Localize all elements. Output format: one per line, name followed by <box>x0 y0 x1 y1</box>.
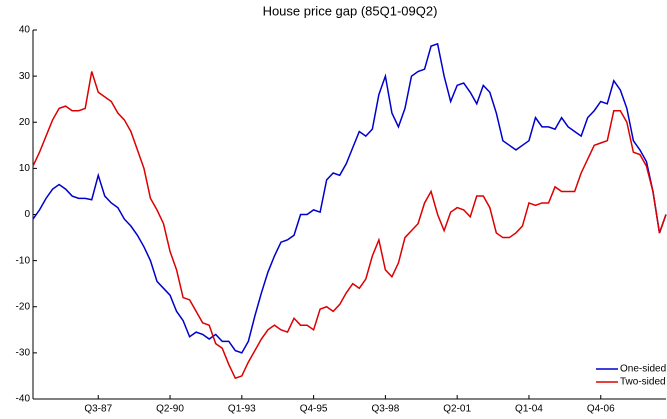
y-tick-label: -10 <box>16 255 31 266</box>
x-tick-label: Q3-87 <box>84 404 112 415</box>
series-line <box>32 71 667 380</box>
y-tick-label: -30 <box>16 348 31 359</box>
chart-title: House price gap (85Q1-09Q2) <box>263 3 438 18</box>
series-line <box>32 42 667 354</box>
x-tick-label: Q4-06 <box>587 404 615 415</box>
x-tick-label: Q4-95 <box>300 404 328 415</box>
y-tick-label: -20 <box>16 301 31 312</box>
x-tick-label: Q3-98 <box>371 404 399 415</box>
x-tick-label: Q1-93 <box>228 404 256 415</box>
y-tick-label: 20 <box>19 117 31 128</box>
legend-label: One-sided HP <box>620 364 667 375</box>
x-tick-label: Q1-04 <box>515 404 543 415</box>
y-tick-label: 10 <box>19 163 31 174</box>
y-tick-label: -40 <box>16 394 31 405</box>
y-tick-label: 0 <box>24 209 30 220</box>
y-tick-label: 30 <box>19 71 31 82</box>
legend-label: Two-sided HP <box>620 377 667 388</box>
y-tick-label: 40 <box>19 25 31 36</box>
x-tick-label: Q2-90 <box>156 404 184 415</box>
x-tick-label: Q2-01 <box>443 404 471 415</box>
